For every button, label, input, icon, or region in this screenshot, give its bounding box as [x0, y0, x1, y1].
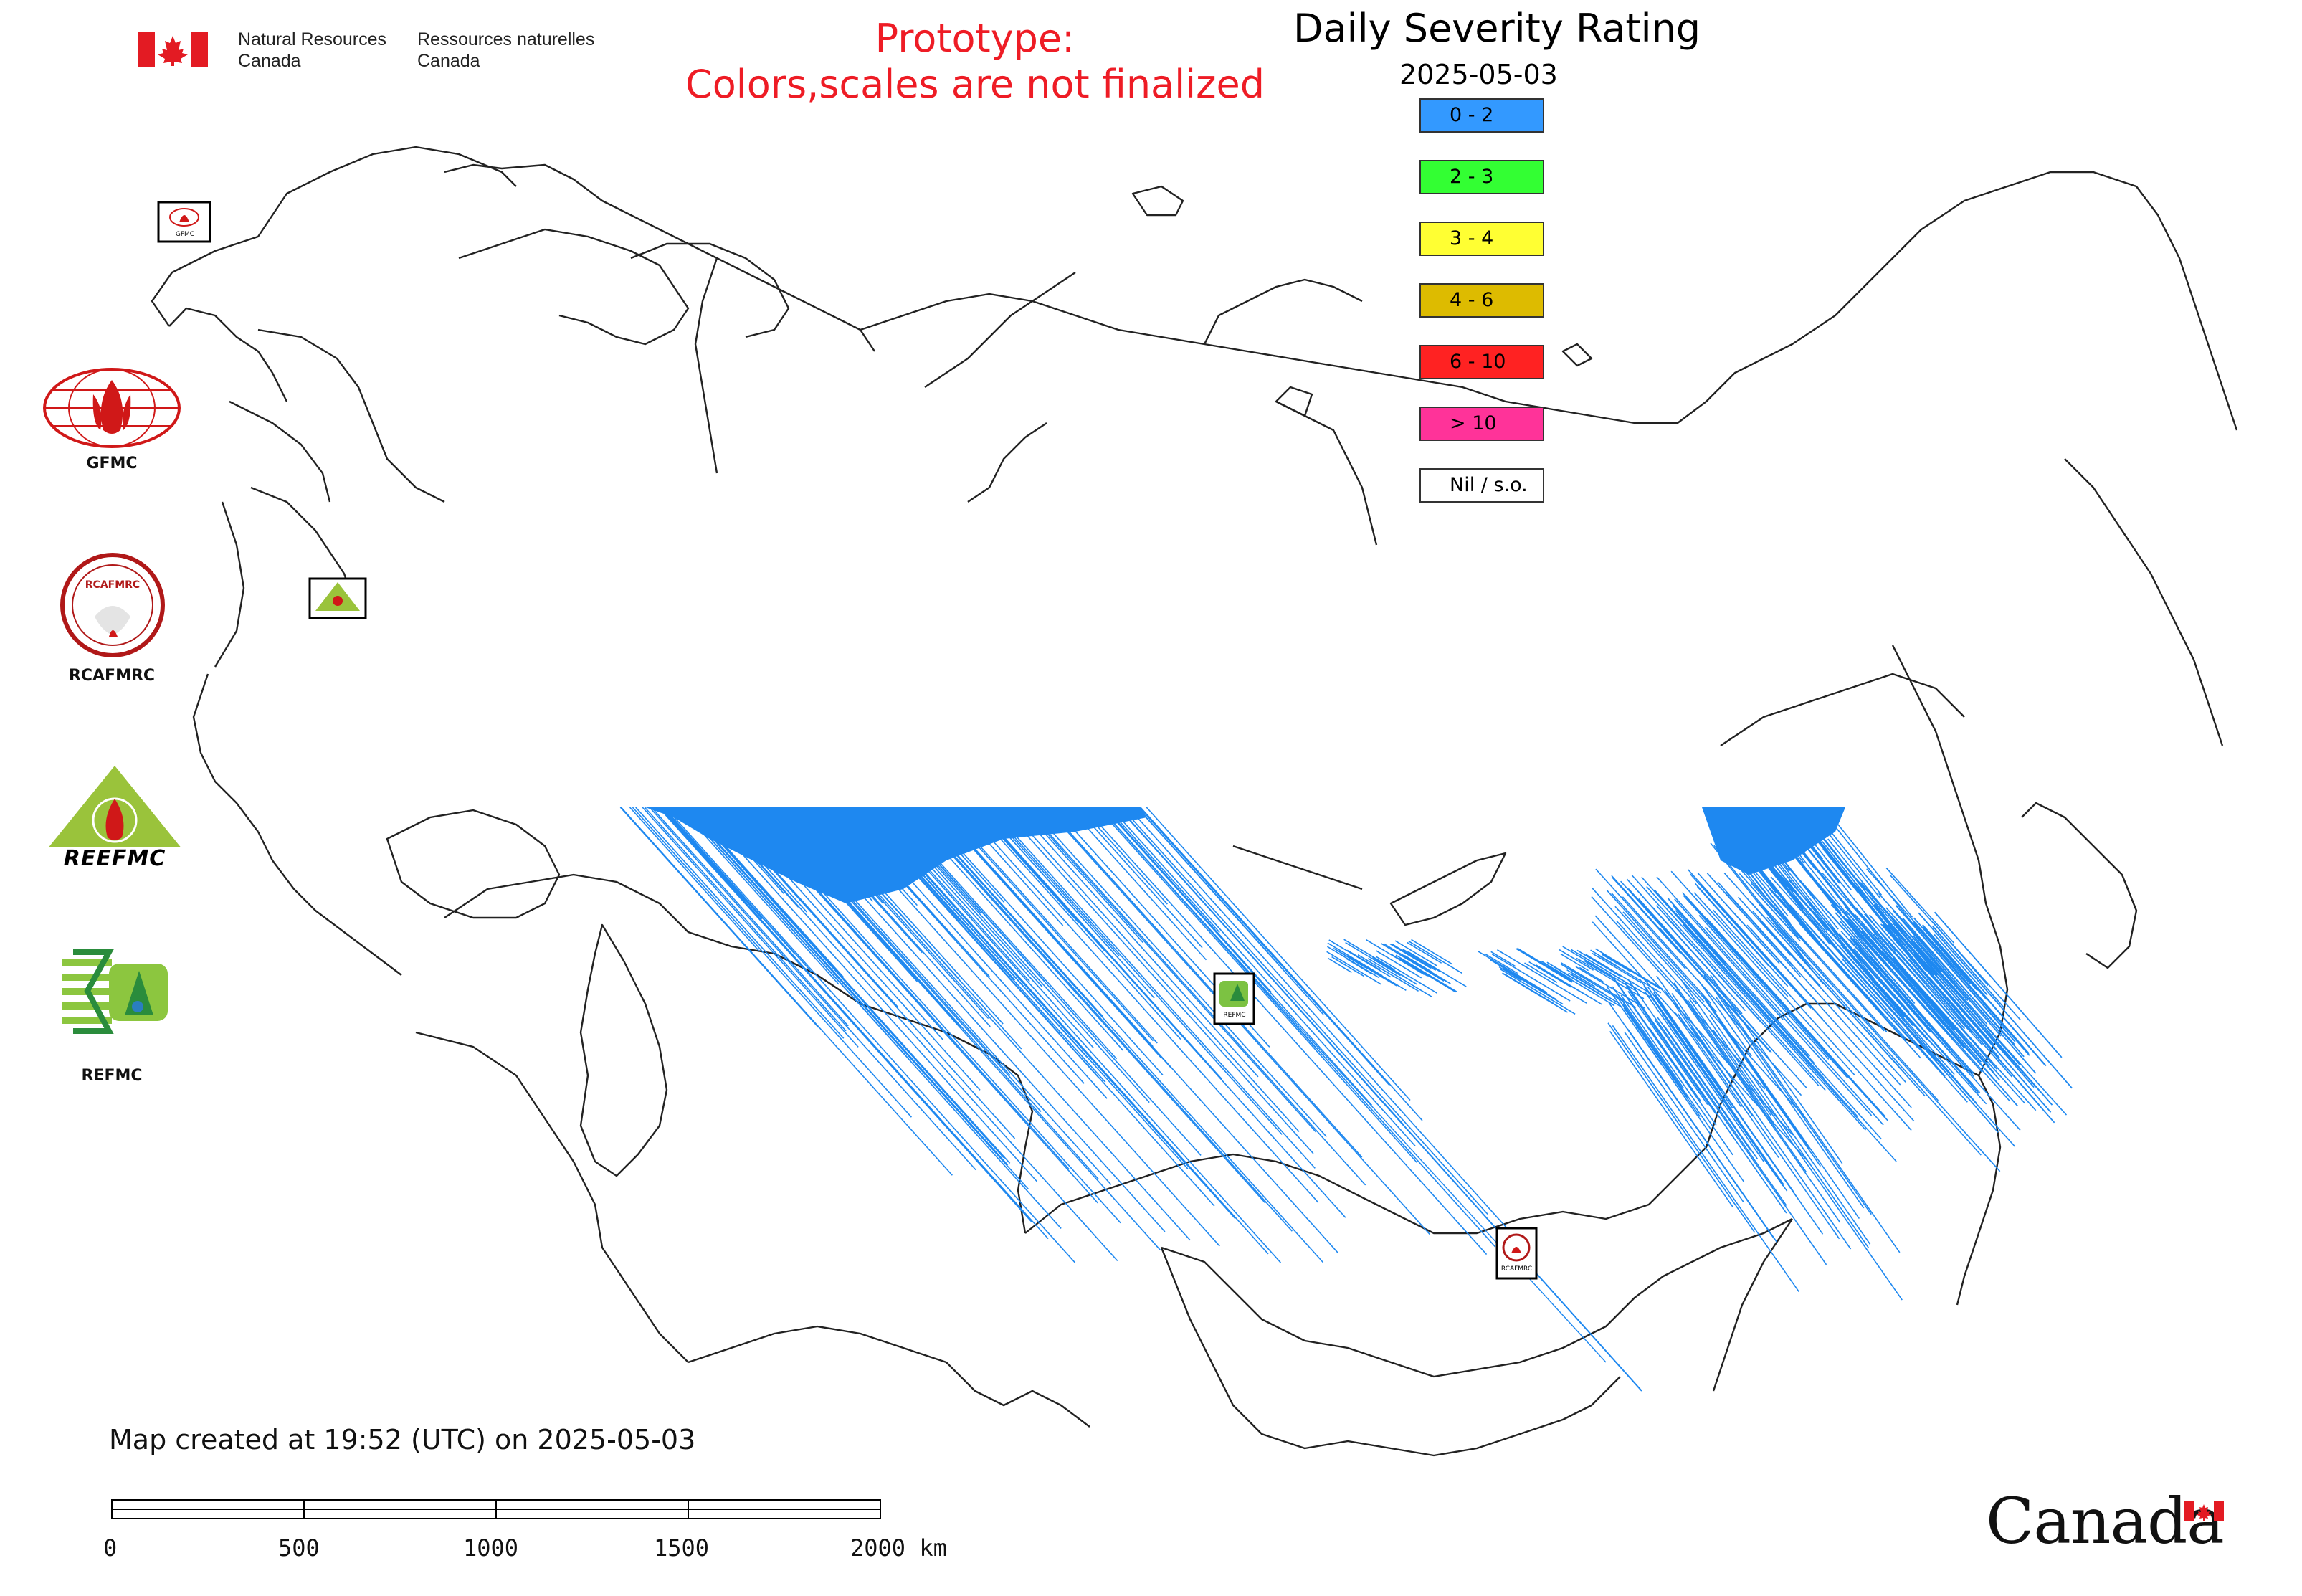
legend-swatch-4 [1419, 345, 1544, 379]
scale-tick-1000: 1000 [463, 1534, 519, 1562]
legend-swatch-0 [1419, 98, 1544, 133]
legend-title: Daily Severity Rating [1293, 6, 1701, 51]
dept-en: Natural Resources Canada [238, 29, 386, 72]
dept-fr-line1: Ressources naturelles [417, 29, 595, 49]
gfmc-map-marker[interactable] [157, 201, 211, 243]
reefmc-logo [39, 763, 191, 873]
dept-fr: Ressources naturelles Canada [417, 29, 594, 72]
refmc-logo [59, 945, 171, 1041]
reefmc-logo-label: REEFMC [63, 846, 166, 871]
dept-en-line2: Canada [238, 51, 301, 71]
scale-tick-0: 0 [103, 1534, 118, 1562]
legend-label-2: 3 - 4 [1450, 227, 1494, 250]
legend-label-4: 6 - 10 [1450, 351, 1506, 373]
prototype-line1: Prototype: [875, 16, 1075, 61]
legend-label-3: 4 - 6 [1450, 289, 1494, 311]
severity-fill-layer [592, 807, 1845, 903]
legend-swatch-5 [1419, 407, 1544, 441]
legend-label-1: 2 - 3 [1450, 166, 1494, 188]
dept-fr-line2: Canada [417, 51, 480, 71]
severity-hatch-layer [619, 807, 2073, 1392]
legend-label-6: Nil / s.o. [1450, 474, 1528, 496]
rcafmrc-marker-label: RCAFMRC [1500, 1265, 1533, 1273]
canada-flag-icon [138, 32, 208, 70]
gfmc-logo [42, 366, 182, 453]
prototype-notice: Prototype: Colors,scales are not finaliz… [660, 16, 1290, 108]
refmc-marker-label: REFMC [1223, 1012, 1246, 1019]
legend-swatch-6 [1419, 468, 1544, 503]
prototype-line2: Colors,scales are not finalized [685, 62, 1265, 107]
legend-label-0: 0 - 2 [1450, 104, 1494, 126]
scale-tick-2000: 2000 km [850, 1534, 947, 1562]
gfmc-marker-label: GFMC [175, 231, 195, 238]
reefmc-map-marker[interactable] [308, 577, 367, 619]
rcafmrc-map-marker[interactable] [1495, 1227, 1538, 1280]
scale-bar [111, 1499, 881, 1519]
country-borders [151, 146, 2238, 1457]
refmc-map-marker[interactable] [1213, 972, 1255, 1025]
map-created-timestamp: Map created at 19:52 (UTC) on 2025-05-03 [109, 1424, 696, 1455]
refmc-logo-label: REFMC [81, 1067, 143, 1085]
scale-tick-1500: 1500 [654, 1534, 710, 1562]
dept-en-line1: Natural Resources [238, 29, 387, 49]
legend-date: 2025-05-03 [1399, 59, 1558, 90]
legend-label-5: > 10 [1450, 412, 1497, 434]
rcafmrc-logo: RCAFMRC [59, 552, 166, 661]
legend-swatch-2 [1419, 222, 1544, 256]
legend-swatch-1 [1419, 160, 1544, 194]
svg-text:RCAFMRC: RCAFMRC [85, 579, 140, 591]
rcafmrc-logo-label: RCAFMRC [68, 667, 156, 685]
gfmc-logo-label: GFMC [86, 455, 138, 472]
scale-tick-500: 500 [278, 1534, 320, 1562]
legend-swatch-3 [1419, 283, 1544, 318]
canada-wordmark-flag-icon [2184, 1501, 2224, 1524]
